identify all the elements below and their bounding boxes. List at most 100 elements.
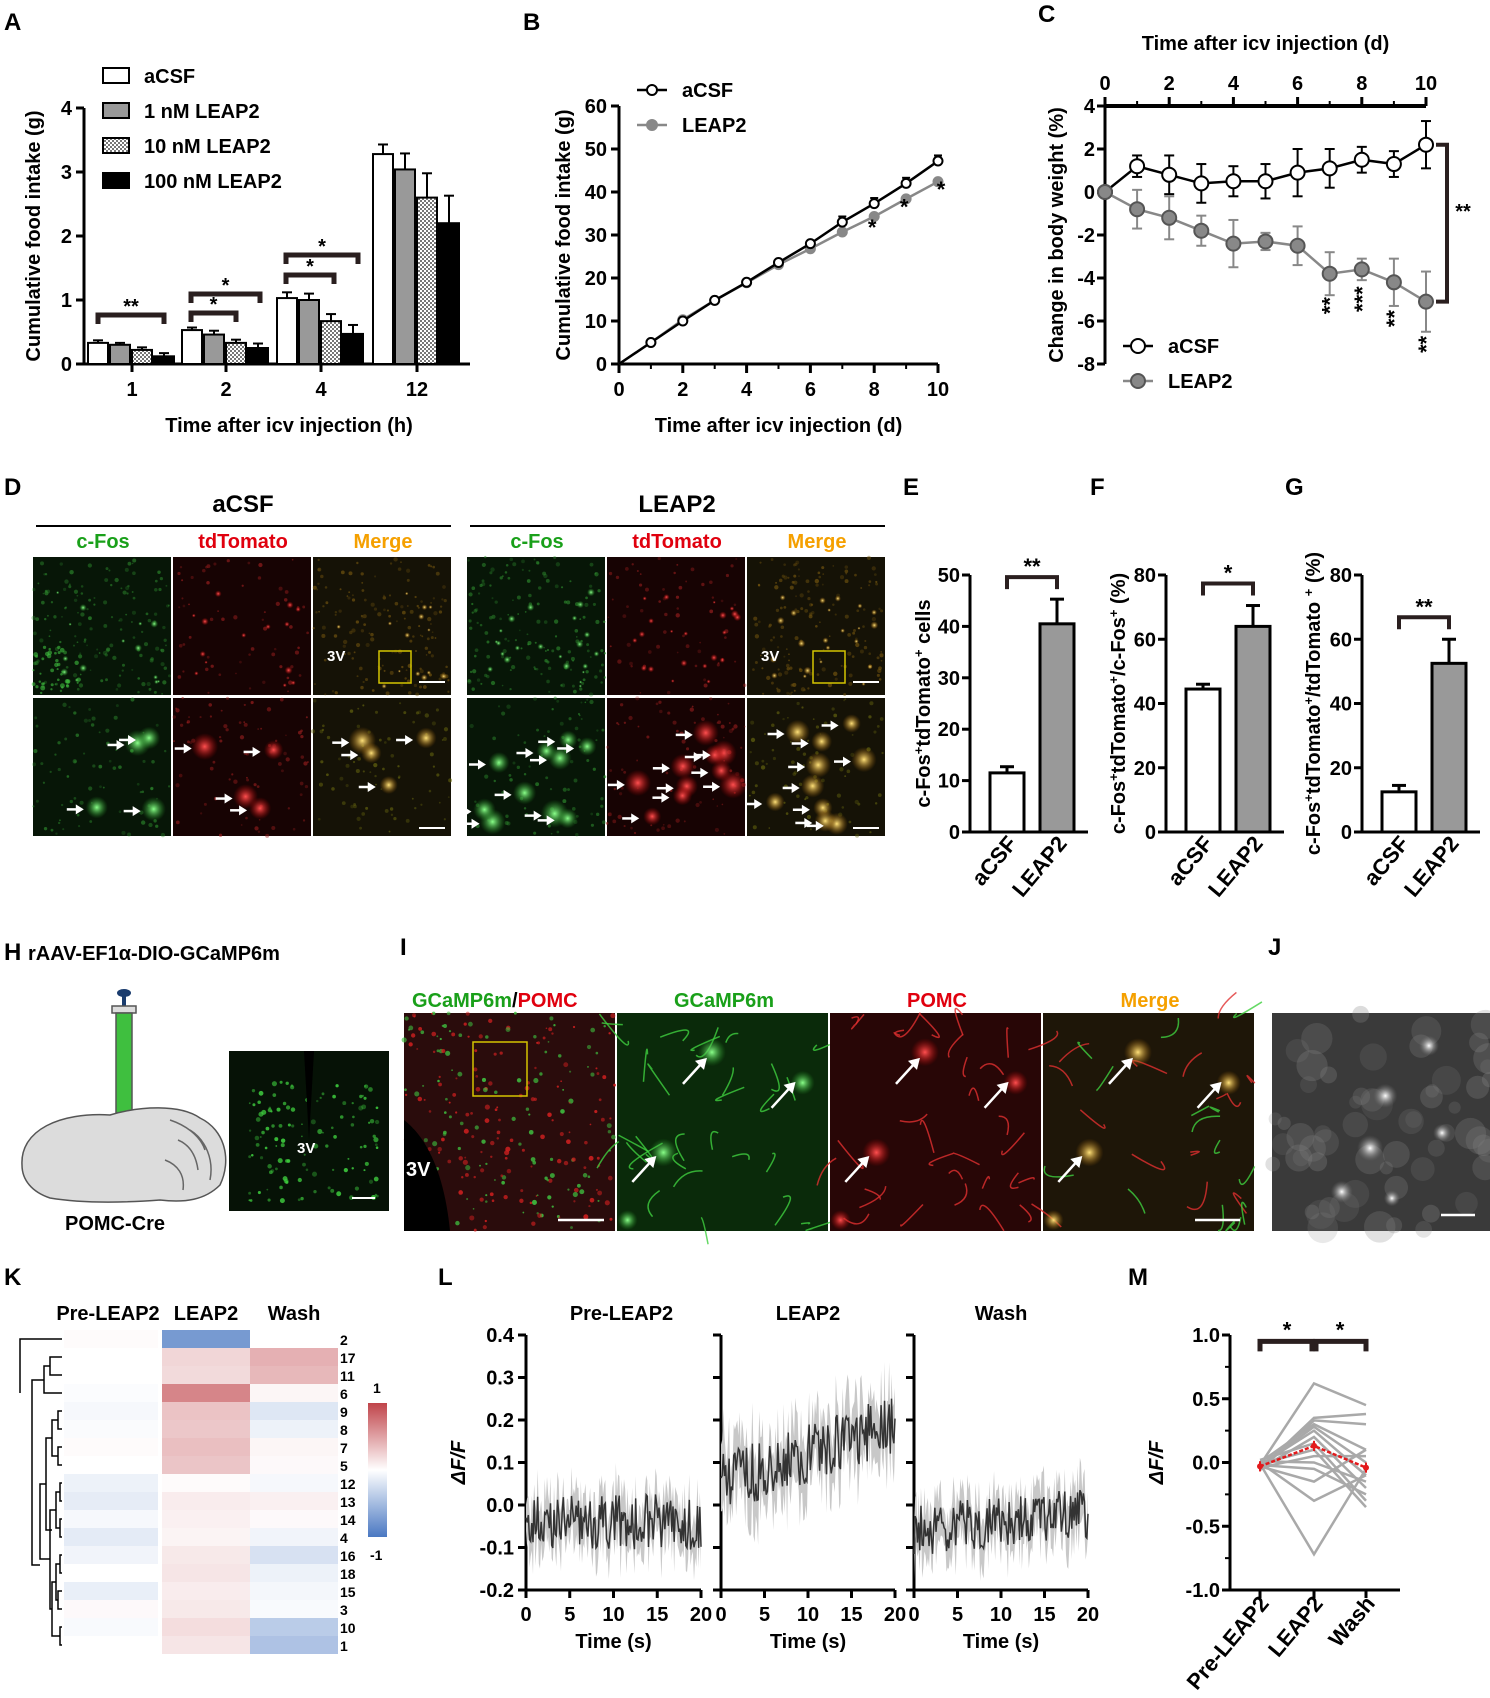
- speckle: [794, 636, 799, 641]
- mouse-brain-icon: [21, 1107, 227, 1203]
- speckle: [363, 598, 367, 602]
- group-title: aCSF: [212, 491, 273, 518]
- speckle: [490, 680, 496, 686]
- neurite: [725, 1032, 739, 1043]
- speckle: [594, 572, 599, 577]
- speckle: [466, 1198, 469, 1201]
- speckle: [562, 799, 567, 804]
- speckle: [602, 620, 606, 624]
- speckle: [124, 567, 129, 572]
- speckle: [290, 1107, 296, 1112]
- speckle: [401, 610, 406, 615]
- label-part: tdTomato: [913, 657, 935, 747]
- speckle: [733, 603, 737, 607]
- neurite: [800, 1222, 811, 1225]
- subplot-title: Pre-LEAP2: [570, 1303, 673, 1325]
- speckle: [382, 767, 385, 771]
- speckle: [279, 1198, 285, 1204]
- cell: [805, 752, 832, 778]
- speckle: [345, 763, 350, 768]
- speckle: [167, 785, 171, 788]
- speckle: [182, 643, 186, 646]
- cell: [1075, 1138, 1104, 1167]
- x-tick-label: 12: [406, 379, 428, 401]
- speckle: [880, 659, 883, 662]
- neurite: [1213, 1139, 1221, 1155]
- y-tick-label: 0.0: [486, 1495, 514, 1517]
- significance-label: *: [1336, 1317, 1345, 1342]
- speckle: [822, 573, 825, 575]
- cell: [576, 600, 585, 609]
- speckle: [843, 692, 847, 696]
- speckle: [795, 595, 797, 598]
- arrowhead-icon: [996, 1081, 1009, 1094]
- speckle: [389, 670, 394, 675]
- speckle: [321, 728, 325, 732]
- speckle: [280, 1143, 285, 1148]
- row-label: 3: [340, 1602, 348, 1618]
- speckle: [505, 1146, 511, 1152]
- speckle: [345, 784, 349, 788]
- speckle: [258, 1111, 264, 1117]
- speckle: [616, 722, 619, 725]
- speckle: [64, 737, 68, 741]
- speckle: [298, 674, 302, 677]
- cell: [498, 628, 503, 633]
- speckle: [218, 833, 223, 837]
- label-3v: 3V: [297, 1140, 315, 1157]
- cell: [647, 665, 655, 673]
- speckle: [620, 786, 624, 790]
- cell: [138, 621, 143, 626]
- panel-letter-g: G: [1285, 474, 1304, 501]
- speckle: [64, 679, 70, 684]
- speckle: [473, 1175, 476, 1179]
- speckle: [656, 828, 660, 832]
- speckle: [535, 782, 540, 787]
- speckle: [303, 1153, 306, 1156]
- speckle: [791, 691, 793, 694]
- speckle: [287, 807, 291, 810]
- speckle: [262, 680, 266, 684]
- speckle: [537, 1213, 542, 1218]
- heatmap-cell: [162, 1546, 250, 1564]
- speckle: [630, 826, 633, 830]
- neurite: [1182, 1052, 1203, 1077]
- speckle: [877, 793, 882, 797]
- cell: [692, 719, 719, 746]
- speckle: [528, 593, 532, 598]
- subplot-title: Wash: [975, 1303, 1028, 1325]
- speckle: [439, 605, 443, 608]
- bar: [247, 347, 269, 365]
- y-tick-label: 4: [61, 98, 73, 120]
- speckle: [666, 690, 671, 695]
- speckle: [312, 1145, 315, 1148]
- superscript: +: [1106, 773, 1121, 781]
- speckle: [119, 628, 123, 631]
- significance-label: *: [1283, 1317, 1292, 1342]
- speckle: [533, 666, 536, 669]
- cell: [495, 640, 502, 646]
- haze: [1307, 1212, 1339, 1244]
- cell: [683, 631, 689, 636]
- speckle: [800, 607, 804, 611]
- speckle: [772, 756, 777, 761]
- cell: [141, 796, 166, 822]
- speckle: [312, 626, 315, 630]
- speckle: [297, 646, 300, 650]
- speckle: [765, 762, 768, 766]
- speckle: [87, 563, 92, 568]
- speckle: [751, 790, 756, 795]
- speckle: [50, 668, 55, 673]
- cell: [265, 624, 271, 630]
- cell: [785, 719, 810, 745]
- speckle: [208, 703, 213, 707]
- speckle: [442, 585, 446, 589]
- speckle: [493, 779, 496, 783]
- speckle: [443, 1024, 447, 1028]
- cell: [191, 613, 196, 618]
- speckle: [250, 701, 254, 705]
- y-tick-label: 0: [61, 354, 72, 376]
- speckle: [484, 673, 488, 678]
- speckle: [540, 672, 543, 676]
- speckle: [93, 603, 96, 606]
